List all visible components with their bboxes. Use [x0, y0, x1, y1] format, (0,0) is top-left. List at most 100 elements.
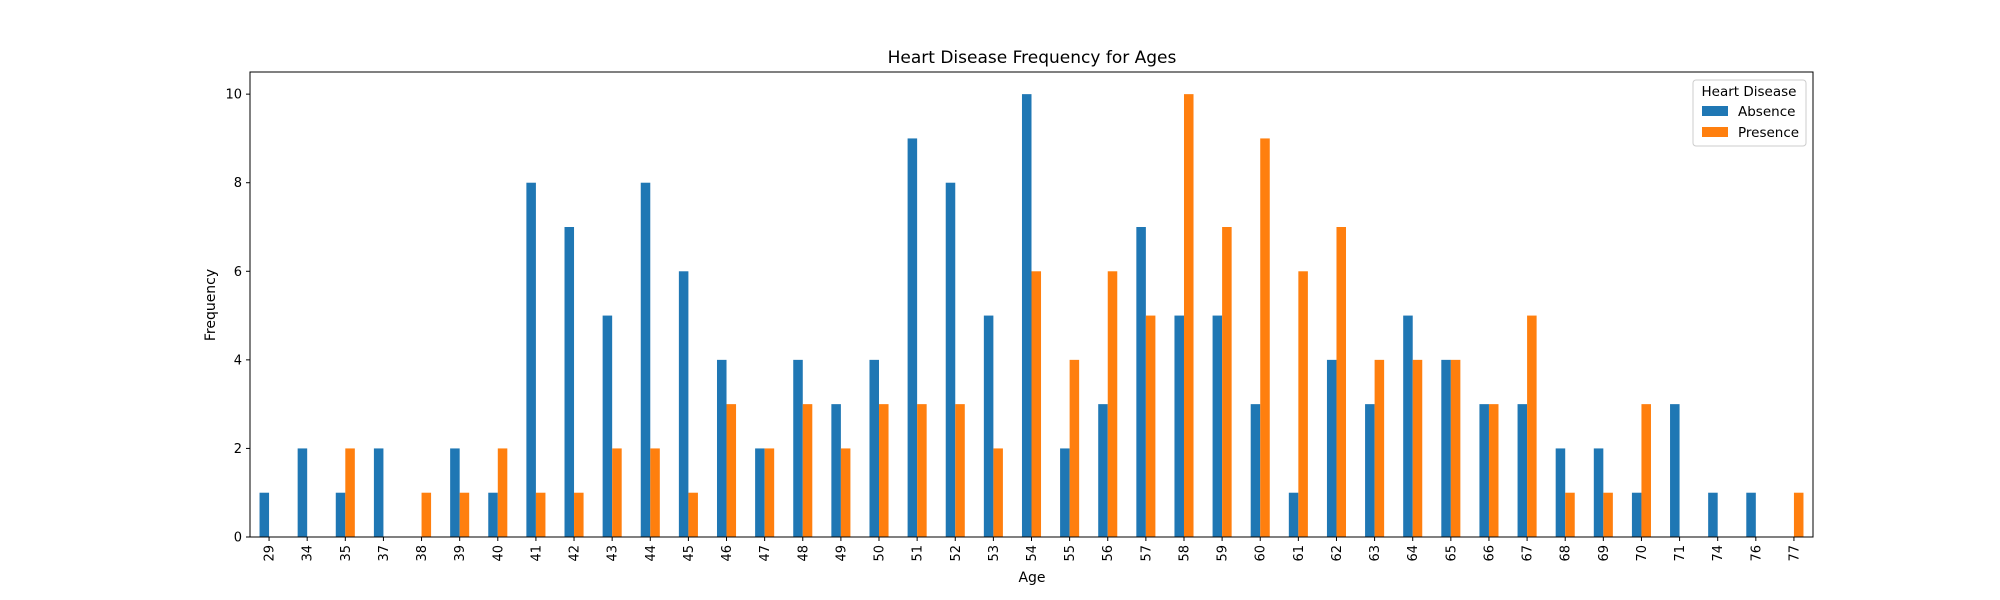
x-tick-label-40: 40 — [491, 545, 506, 562]
x-tick-label-56: 56 — [1101, 545, 1116, 562]
legend-swatch-absence — [1702, 106, 1728, 116]
x-tick-label-54: 54 — [1025, 545, 1040, 562]
bar-presence-45 — [688, 492, 698, 537]
x-tick-label-66: 66 — [1482, 545, 1497, 562]
x-tick-label-50: 50 — [873, 545, 888, 562]
bar-absence-45 — [678, 271, 689, 537]
bar-absence-63 — [1365, 404, 1375, 537]
bar-presence-56 — [1107, 271, 1118, 537]
x-tick-label-53: 53 — [987, 545, 1002, 562]
bar-presence-51 — [917, 404, 927, 537]
bar-presence-54 — [1031, 271, 1042, 537]
bar-absence-43 — [602, 315, 613, 537]
y-tick-label-2: 2 — [234, 442, 242, 457]
bar-presence-69 — [1603, 492, 1613, 537]
legend-swatch-presence — [1702, 127, 1728, 137]
x-tick-label-60: 60 — [1254, 545, 1269, 562]
bar-presence-46 — [726, 404, 737, 537]
bar-absence-71 — [1670, 404, 1680, 537]
x-tick-label-67: 67 — [1521, 545, 1536, 562]
bar-presence-55 — [1069, 359, 1080, 537]
x-tick-label-65: 65 — [1444, 545, 1459, 562]
bar-absence-52 — [945, 182, 956, 537]
x-tick-label-71: 71 — [1673, 545, 1688, 562]
bar-absence-34 — [297, 448, 308, 537]
x-tick-label-61: 61 — [1292, 545, 1307, 562]
x-tick-label-63: 63 — [1368, 545, 1383, 562]
bar-presence-41 — [535, 492, 546, 537]
x-tick-label-46: 46 — [720, 545, 735, 562]
x-tick-label-51: 51 — [911, 545, 926, 562]
bar-absence-69 — [1593, 448, 1604, 537]
bar-absence-68 — [1555, 448, 1566, 537]
x-tick-label-59: 59 — [1216, 545, 1231, 562]
x-tick-label-42: 42 — [568, 545, 583, 562]
bar-absence-76 — [1746, 492, 1756, 537]
bars-group — [259, 94, 1804, 537]
bar-absence-44 — [640, 182, 651, 537]
bar-presence-48 — [802, 404, 813, 537]
bar-presence-77 — [1793, 492, 1804, 537]
bar-absence-39 — [450, 448, 460, 537]
bar-presence-59 — [1222, 227, 1232, 537]
x-tick-label-58: 58 — [1177, 545, 1192, 562]
x-tick-label-64: 64 — [1406, 545, 1421, 562]
bar-presence-63 — [1374, 359, 1385, 537]
bar-presence-43 — [612, 448, 622, 537]
bar-absence-35 — [335, 492, 346, 537]
bar-presence-58 — [1183, 94, 1194, 537]
bar-presence-39 — [459, 492, 470, 537]
bar-absence-62 — [1326, 359, 1337, 537]
bar-absence-61 — [1288, 492, 1299, 537]
x-tick-label-35: 35 — [339, 545, 354, 562]
bar-presence-70 — [1641, 404, 1651, 537]
x-tick-label-29: 29 — [263, 545, 278, 562]
bar-absence-54 — [1021, 94, 1032, 537]
plot-frame — [249, 71, 1814, 538]
bar-presence-38 — [421, 492, 432, 537]
bar-absence-50 — [869, 359, 880, 537]
x-tick-label-70: 70 — [1635, 545, 1650, 562]
x-axis: 29 34 35 37 38 39 40 41 42 43 44 45 46 47 48 49 50 51 52 53… — [263, 537, 1802, 562]
bar-absence-47 — [755, 448, 765, 537]
bar-absence-58 — [1174, 315, 1184, 537]
x-tick-label-68: 68 — [1559, 545, 1574, 562]
bar-presence-52 — [955, 404, 965, 537]
bar-absence-60 — [1250, 404, 1261, 537]
bar-absence-74 — [1708, 492, 1718, 537]
bar-presence-53 — [993, 448, 1003, 537]
bar-absence-66 — [1479, 404, 1489, 537]
y-tick-label-8: 8 — [234, 176, 242, 191]
bar-presence-40 — [497, 448, 508, 537]
y-tick-label-6: 6 — [234, 265, 242, 280]
bar-absence-70 — [1631, 492, 1642, 537]
bar-presence-47 — [764, 448, 775, 537]
bar-absence-64 — [1403, 315, 1413, 537]
legend: Heart Disease Absence Presence — [1692, 79, 1807, 147]
bar-presence-66 — [1488, 404, 1499, 537]
bar-presence-67 — [1527, 315, 1537, 537]
x-tick-label-52: 52 — [949, 545, 964, 562]
bar-absence-29 — [259, 492, 270, 537]
chart-title: Heart Disease Frequency for Ages — [888, 48, 1177, 68]
x-tick-label-74: 74 — [1711, 545, 1726, 562]
y-tick-label-10: 10 — [225, 88, 242, 103]
x-tick-label-34: 34 — [301, 545, 316, 562]
bar-absence-59 — [1212, 315, 1223, 537]
bar-presence-42 — [574, 492, 584, 537]
y-axis: 0 2 4 6 8 10 — [225, 88, 250, 546]
bar-presence-57 — [1145, 315, 1156, 537]
bar-absence-65 — [1441, 359, 1451, 537]
x-tick-label-38: 38 — [415, 545, 430, 562]
x-tick-label-57: 57 — [1139, 545, 1154, 562]
y-tick-label-4: 4 — [234, 353, 242, 368]
x-axis-title: Age — [1018, 570, 1045, 586]
legend-title: Heart Disease — [1702, 84, 1797, 100]
bar-presence-68 — [1565, 492, 1575, 537]
x-tick-label-62: 62 — [1330, 545, 1345, 562]
x-tick-label-37: 37 — [377, 545, 392, 562]
x-tick-label-55: 55 — [1063, 545, 1078, 562]
x-tick-label-39: 39 — [453, 545, 468, 562]
y-axis-title: Frequency — [203, 269, 219, 341]
